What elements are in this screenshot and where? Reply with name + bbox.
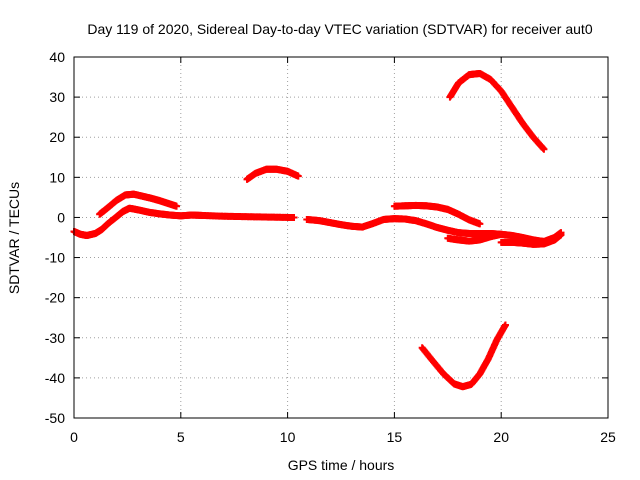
- data-point: [497, 230, 505, 238]
- y-tick-label: -20: [45, 290, 65, 306]
- data-point: [540, 145, 548, 153]
- y-axis-label: SDTVAR / TECUs: [6, 182, 22, 294]
- series-track-a: [70, 204, 298, 239]
- series-track-b: [96, 190, 181, 218]
- y-tick-label: 0: [57, 209, 65, 225]
- chart-title: Day 119 of 2020, Sidereal Day-to-day VTE…: [87, 21, 592, 37]
- plot-frame: [73, 56, 609, 419]
- data-point: [557, 231, 565, 239]
- x-tick-label: 0: [70, 429, 78, 445]
- x-axis-label: GPS time / hours: [288, 457, 395, 473]
- y-tick-label: -30: [45, 330, 65, 346]
- series-track-e: [390, 201, 484, 228]
- y-tick-label: -10: [45, 250, 65, 266]
- grid-layer: [74, 57, 608, 418]
- data-point: [290, 213, 298, 221]
- data-point: [173, 202, 181, 210]
- y-tick-label: -40: [45, 370, 65, 386]
- data-layer: [70, 69, 565, 391]
- y-tick-label: 30: [49, 89, 65, 105]
- tick-layer: [73, 56, 609, 419]
- data-point: [294, 172, 302, 180]
- series-track-i: [418, 321, 509, 391]
- y-tick-label: 40: [49, 49, 65, 65]
- x-tick-label: 10: [280, 429, 296, 445]
- y-tick-label: -50: [45, 410, 65, 426]
- x-tick-label: 5: [177, 429, 185, 445]
- series-track-g: [497, 231, 565, 248]
- y-tick-label: 10: [49, 169, 65, 185]
- y-tick-label: 20: [49, 129, 65, 145]
- data-point: [476, 220, 484, 228]
- tick-label-layer: 0 5 10 15 20 25 -50 -40 -30 -20 -10 0 10 20 30 40: [45, 49, 616, 445]
- series-track-h: [446, 69, 548, 153]
- series-track-c: [243, 165, 302, 183]
- x-tick-label: 20: [493, 429, 509, 445]
- x-tick-label: 15: [387, 429, 403, 445]
- data-point: [501, 321, 509, 329]
- x-tick-label: 25: [600, 429, 616, 445]
- series-track-f: [444, 230, 505, 245]
